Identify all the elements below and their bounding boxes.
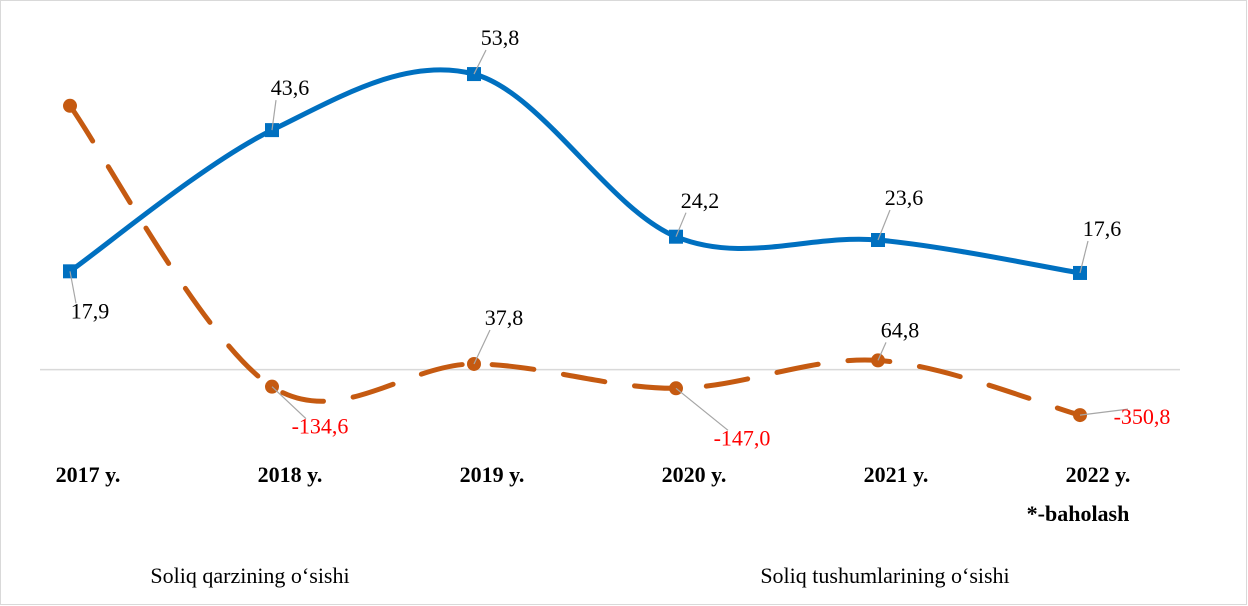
x-tick-label: 2018 y. [258, 462, 323, 487]
series-line [67, 67, 1083, 276]
annotation: *-baholash [1027, 501, 1130, 526]
legend-label: Soliq qarzining o‘sishi [150, 563, 349, 588]
x-tick-label: 2021 y. [864, 462, 929, 487]
data-label: 37,8 [485, 305, 524, 330]
x-tick-label: 2020 y. [662, 462, 727, 487]
leader-line [877, 342, 887, 361]
leader-line [69, 271, 77, 304]
leader-line [271, 100, 277, 131]
leader-line [877, 209, 891, 241]
data-label: -350,8 [1114, 404, 1171, 429]
leader-line [1079, 240, 1089, 274]
data-label: 53,8 [481, 25, 520, 50]
data-label: 17,9 [71, 298, 110, 323]
data-label: 17,6 [1083, 216, 1122, 241]
leader-line [271, 386, 307, 420]
data-label: -147,0 [714, 425, 771, 450]
leader-line [473, 329, 491, 365]
series-line [67, 103, 1083, 418]
leader-line [675, 212, 687, 237]
point [63, 98, 77, 113]
x-tick-label: 2017 y. [56, 462, 121, 487]
leader-line [675, 387, 729, 431]
x-tick-label: 2019 y. [460, 462, 525, 487]
data-label: 64,8 [881, 317, 920, 342]
leader-line [473, 49, 487, 75]
data-label: 43,6 [271, 75, 310, 100]
leader-line [1079, 408, 1129, 416]
data-label: -134,6 [292, 414, 349, 439]
x-tick-label: 2022 y. [1066, 462, 1131, 487]
data-label: 23,6 [885, 185, 924, 210]
legend-label: Soliq tushumlarining o‘sishi [760, 563, 1009, 588]
data-label: 24,2 [681, 188, 720, 213]
